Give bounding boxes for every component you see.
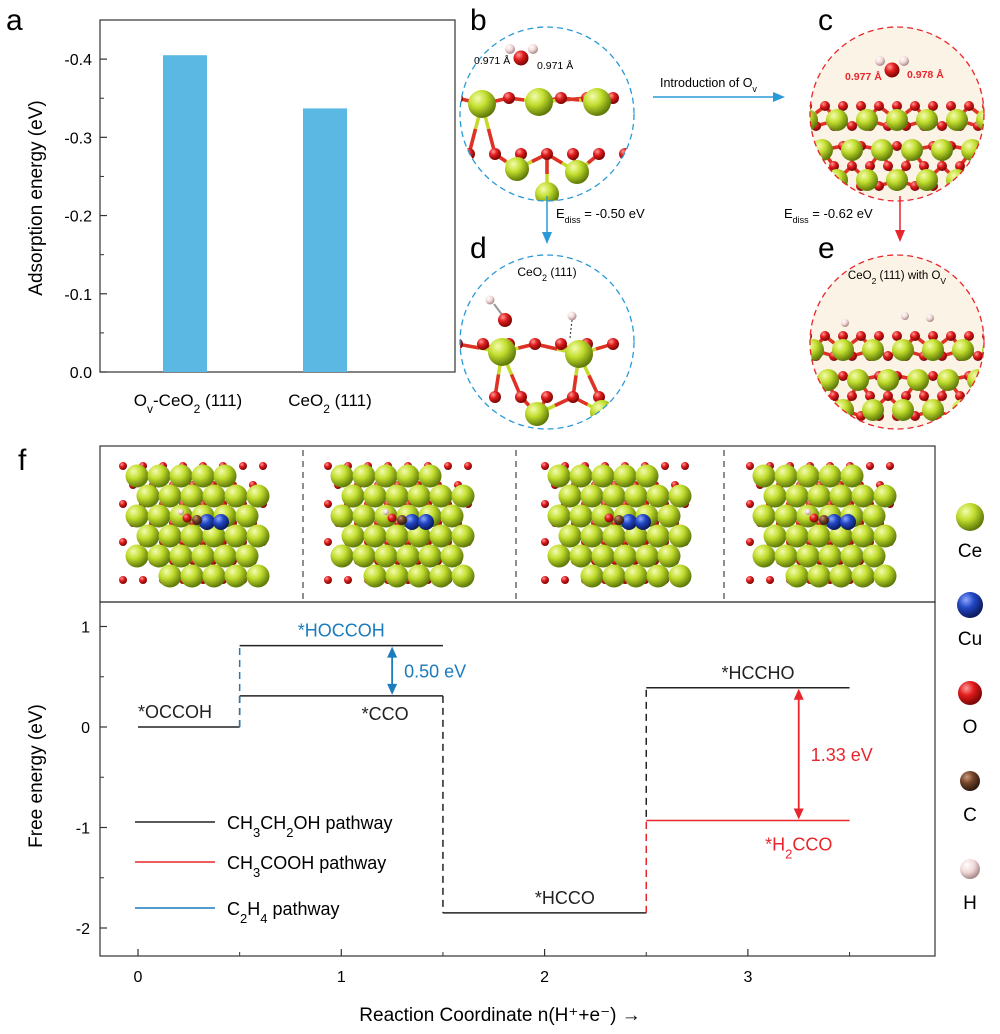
bond-length-b-right: 0.971 Å xyxy=(537,59,573,72)
bar-y-tick-label: 0.0 xyxy=(70,365,92,382)
bar-y-tick-label: -0.4 xyxy=(64,52,92,69)
energy-x-tick-label: 2 xyxy=(540,969,549,986)
energy-level-label: *HCCHO xyxy=(722,663,795,683)
atom-legend-label: Ce xyxy=(958,541,982,562)
adsorbate-snapshot-3 xyxy=(541,462,692,588)
panel-label-d: d xyxy=(470,232,487,265)
legend-entry-ch3ch2oh: CH3CH2OH pathway xyxy=(227,813,393,840)
energy-level-label: *HCCO xyxy=(535,888,595,908)
atom-legend-h-icon xyxy=(960,859,980,879)
energy-level-label: *OCCOH xyxy=(138,702,212,722)
bar-x-label-ceo2: CeO2 (111) xyxy=(288,391,372,416)
energy-x-tick-label: 0 xyxy=(134,969,143,986)
arrow-b-to-d-label: Ediss = -0.50 eV xyxy=(556,206,645,225)
bar-y-tick-label: -0.1 xyxy=(64,287,92,304)
energy-y-tick-label: -1 xyxy=(76,821,90,838)
atom-legend-ce-icon xyxy=(956,503,984,531)
energy-y-tick-label: 0 xyxy=(81,720,90,737)
atom-legend-label: O xyxy=(963,717,978,738)
bar-plot-frame xyxy=(99,19,456,373)
energy-level-label: *CCO xyxy=(362,704,409,724)
adsorbate-snapshot-1 xyxy=(119,462,270,588)
panel-label-c: c xyxy=(818,4,833,37)
energy-level-label: *H2CCO xyxy=(765,834,832,861)
atom-legend-label: Cu xyxy=(958,629,982,650)
atom-legend-label: C xyxy=(963,805,977,826)
arrow-c-to-e: Ediss = -0.62 eV xyxy=(784,196,905,242)
structure-e: CeO2 (111) with OV xyxy=(809,254,985,430)
legend-entry-ch3cooh: CH3COOH pathway xyxy=(227,853,386,880)
arrow-b-to-c-label: Introduction of Ov xyxy=(660,76,757,94)
panel-f: 0 1 2 3 -2 -1 0 1 *OCCOH *CCO *HOCCOH *HCCO *HCCHO *… xyxy=(26,445,984,1026)
energy-gap-arrow-2: 1.33 eV xyxy=(793,688,873,820)
panel-label-e: e xyxy=(818,232,835,265)
adsorbate-snapshot-4 xyxy=(746,462,897,588)
energy-gap-label: 0.50 eV xyxy=(404,662,466,682)
adsorbate-snapshot-2 xyxy=(324,462,475,588)
arrow-c-to-e-label: Ediss = -0.62 eV xyxy=(784,206,873,225)
atom-legend-c-icon xyxy=(960,771,980,791)
structure-d-title: CeO2 (111) xyxy=(517,265,576,283)
energy-plot-frame xyxy=(99,601,936,957)
structure-b: 0.971 Å 0.971 Å xyxy=(459,26,635,202)
pathway-legend: CH3CH2OH pathway CH3COOH pathway C2H4 pa… xyxy=(135,813,393,926)
structure-c: 0.977 Å 0.978 Å xyxy=(809,26,985,202)
bar-ov-ceo2 xyxy=(163,55,207,372)
bond-length-c-left: 0.977 Å xyxy=(845,70,882,83)
energy-y-tick-label: 1 xyxy=(81,620,90,637)
structure-d: CeO2 (111) xyxy=(459,254,635,430)
water-molecule-b xyxy=(505,44,538,66)
energy-gap-arrow-1: 0.50 eV xyxy=(387,646,466,695)
arrow-b-to-c: Introduction of Ov xyxy=(653,76,785,102)
bar-y-tick-label: -0.2 xyxy=(64,209,92,226)
bond-length-b-left: 0.971 Å xyxy=(474,54,510,67)
arrow-b-to-d: Ediss = -0.50 eV xyxy=(542,196,645,244)
water-molecule-c xyxy=(875,56,909,78)
bar-x-label-ov-ceo2: Ov-CeO2 (111) xyxy=(134,391,242,416)
atom-legend-cu-icon xyxy=(957,592,983,618)
atom-legend: Ce Cu O C H xyxy=(956,503,984,914)
bond-length-c-right: 0.978 Å xyxy=(907,68,944,81)
bar-chart-adsorption: Adsorption energy (eV) 0.0 -0.1 -0.2 -0.3 -0… xyxy=(26,19,456,416)
energy-gap-label: 1.33 eV xyxy=(811,745,873,765)
panel-label-b: b xyxy=(470,4,487,37)
bar-y-axis-label: Adsorption energy (eV) xyxy=(26,100,47,295)
energy-y-axis-label: Free energy (eV) xyxy=(26,704,47,848)
energy-x-tick-label: 3 xyxy=(743,969,752,986)
atom-legend-label: H xyxy=(963,893,977,914)
atom-legend-o-icon xyxy=(958,681,982,705)
energy-x-axis-label: Reaction Coordinate n(H⁺+e⁻) → xyxy=(359,1005,640,1026)
panel-label-f: f xyxy=(18,444,27,477)
legend-entry-c2h4: C2H4 pathway xyxy=(227,899,340,926)
panel-label-a: a xyxy=(6,4,23,37)
bar-ceo2 xyxy=(303,108,347,372)
energy-x-tick-label: 1 xyxy=(337,969,346,986)
energy-level-label: *HOCCOH xyxy=(298,621,385,641)
energy-y-tick-label: -2 xyxy=(76,921,90,938)
bar-y-tick-label: -0.3 xyxy=(64,130,92,147)
